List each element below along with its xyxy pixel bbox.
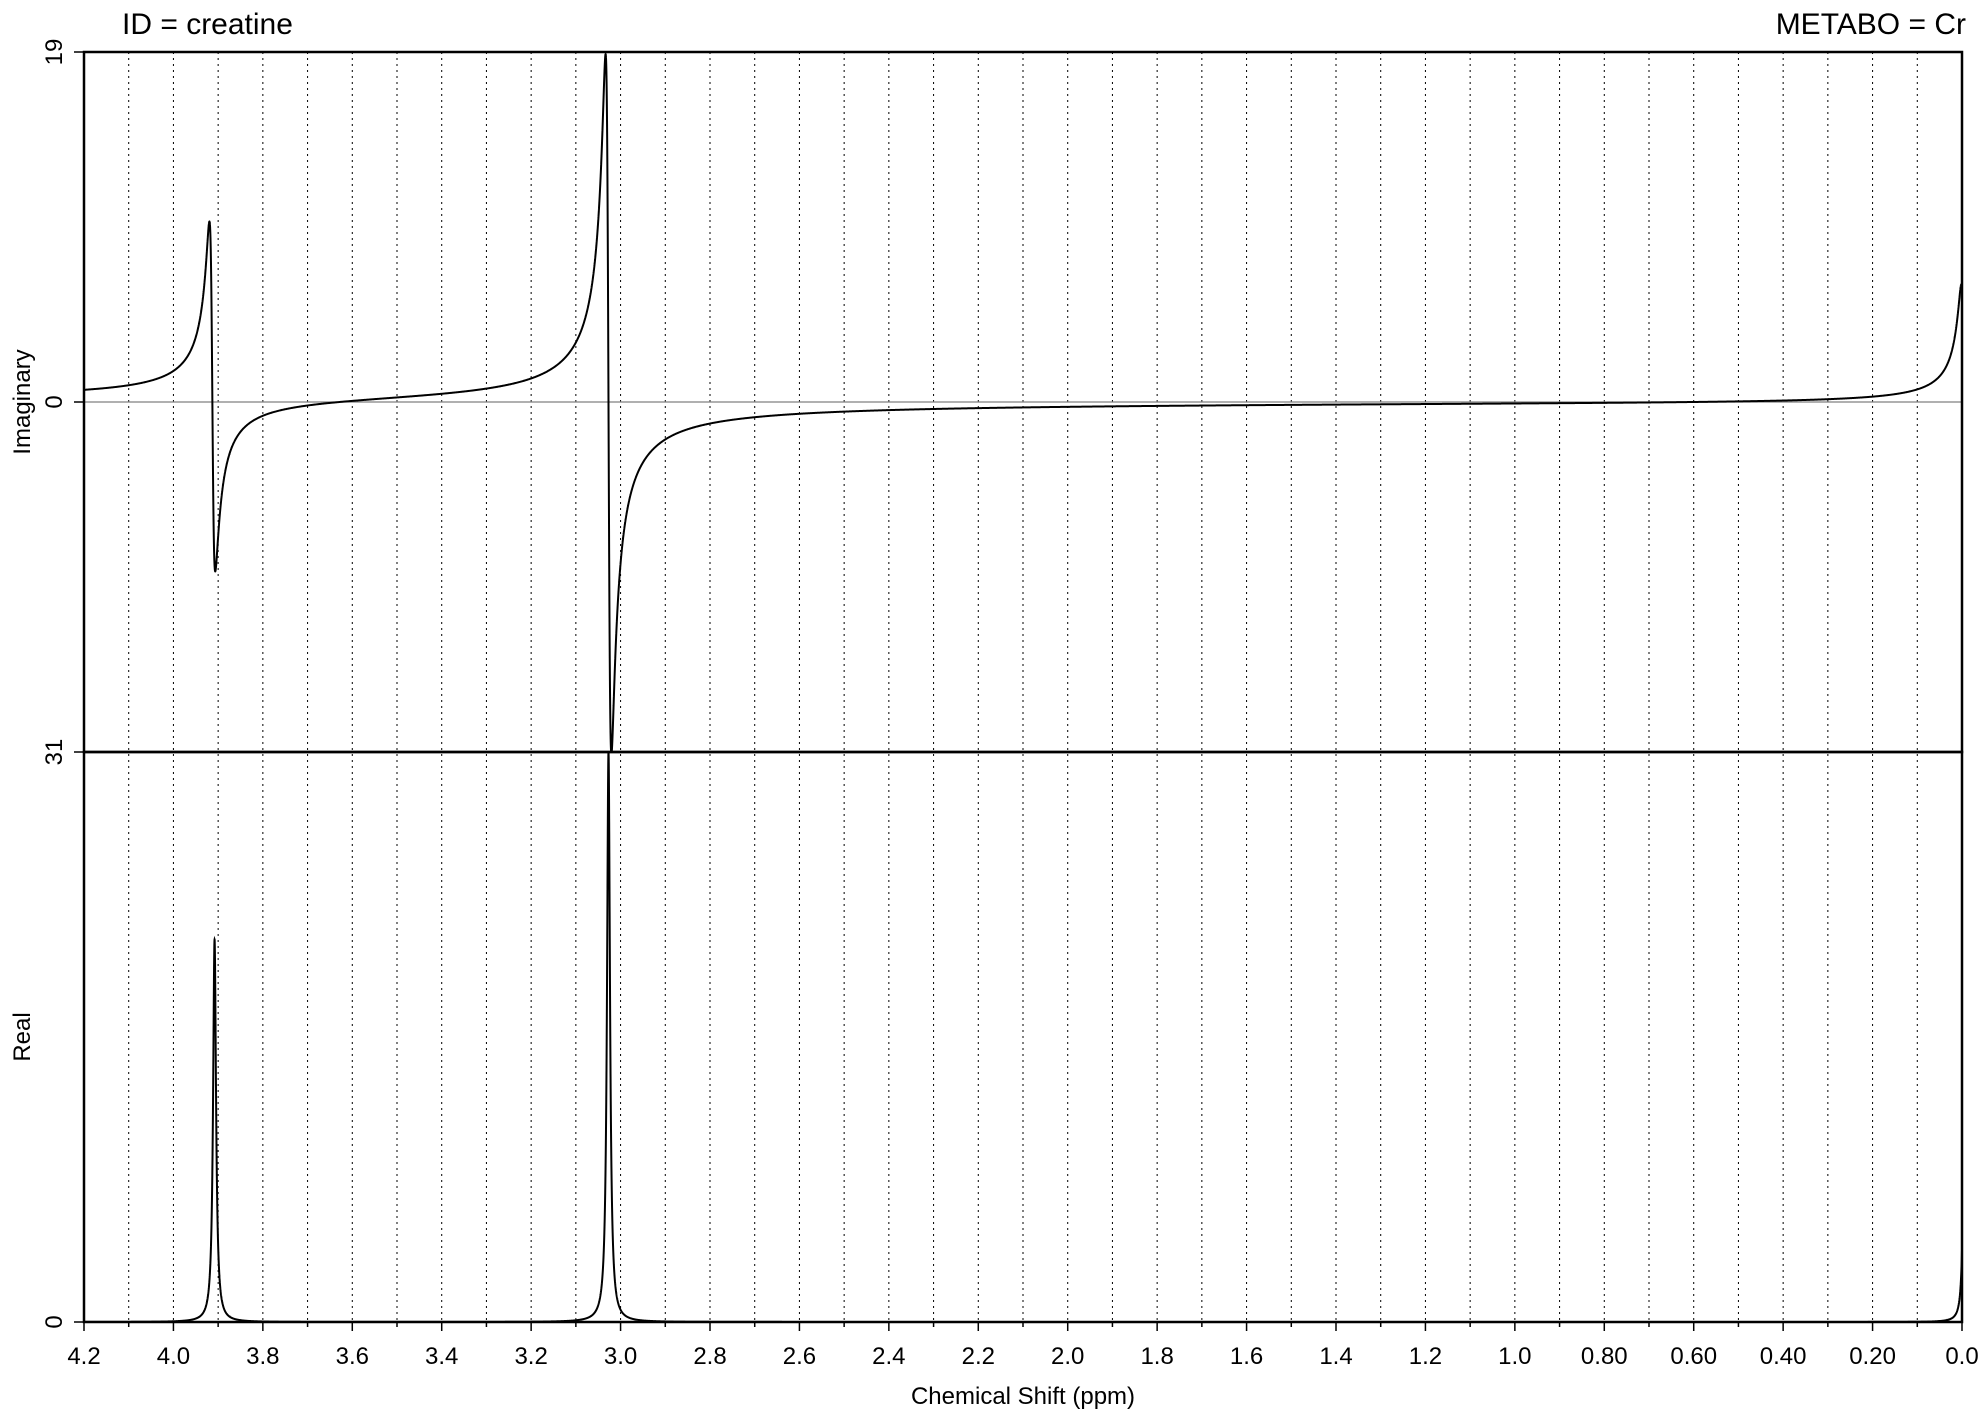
axis-ticks [74,51,1963,1331]
real-y-axis-label: Real [9,1012,36,1061]
imaginary-y-zero-label: 0 [41,395,68,408]
x-tick-label: 2.0 [1051,1343,1084,1370]
x-tick-label: 1.4 [1319,1343,1352,1370]
panel-frames [82,50,1964,1324]
x-tick-label: 3.2 [514,1343,547,1370]
x-tick-label: 0.80 [1581,1343,1628,1370]
x-tick-label: 1.6 [1230,1343,1263,1370]
x-tick-label: 2.4 [872,1343,905,1370]
x-tick-label: 0.0 [1945,1343,1978,1370]
x-tick-label: 4.2 [67,1343,100,1370]
x-tick-label: 2.2 [962,1343,995,1370]
x-tick-label: 3.4 [425,1343,458,1370]
x-tick-label: 0.40 [1760,1343,1807,1370]
x-tick-label: 2.6 [783,1343,816,1370]
x-tick-label: 0.20 [1849,1343,1896,1370]
x-tick-label: 3.6 [336,1343,369,1370]
x-tick-label: 0.60 [1670,1343,1717,1370]
x-tick-label: 3.0 [604,1343,637,1370]
header-id-label: ID = creatine [122,8,293,41]
x-tick-label: 1.0 [1498,1343,1531,1370]
x-tick-label: 3.8 [246,1343,279,1370]
real-y-zero-label: 0 [41,1315,68,1328]
imaginary-series-line [83,52,1963,753]
x-axis-label: Chemical Shift (ppm) [911,1383,1135,1410]
imaginary-y-max-label: 19 [41,39,68,66]
x-tick-label: 1.8 [1140,1343,1173,1370]
x-tick-label: 2.8 [693,1343,726,1370]
x-tick-label: 1.2 [1409,1343,1442,1370]
imaginary-y-axis-label: Imaginary [9,349,36,454]
axis-labels: 4.2 4.0 3.8 3.6 3.4 3.2 3.0 2.8 2.6 2.4 2.2 2.0 1.8 1… [9,39,1979,1410]
real-y-max-label: 31 [41,739,68,766]
header-metabo-label: METABO = Cr [1775,8,1966,41]
grid-lines [128,52,1918,1322]
x-tick-label: 4.0 [157,1343,190,1370]
